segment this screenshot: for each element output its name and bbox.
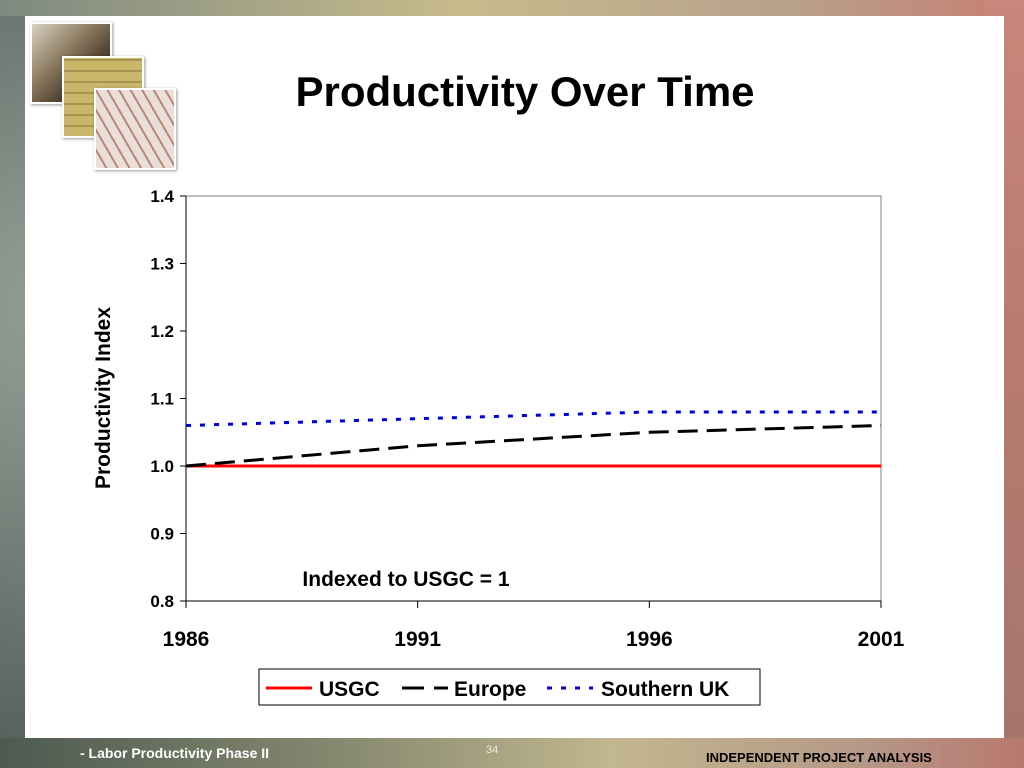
y-axis-label: Productivity Index xyxy=(92,307,115,489)
legend-box xyxy=(258,668,761,706)
legend-label: Europe xyxy=(454,678,526,701)
background-top-strip xyxy=(0,0,1024,16)
x-tick-label: 2001 xyxy=(858,628,905,651)
x-axis: 1986 1991 1996 2001 xyxy=(163,600,905,651)
y-tick-label: 1.3 xyxy=(150,255,174,274)
series-layer xyxy=(185,410,882,468)
chart-annotation: Indexed to USGC = 1 xyxy=(302,568,509,591)
page-number: 34 xyxy=(486,744,499,756)
y-tick-label: 0.9 xyxy=(150,525,174,544)
y-tick-label: 1.1 xyxy=(150,390,174,409)
legend-label: Southern UK xyxy=(601,678,729,701)
x-tick-label: 1996 xyxy=(626,628,673,651)
crane-photo xyxy=(94,88,176,170)
footer-right-text: INDEPENDENT PROJECT ANALYSIS xyxy=(706,750,932,765)
chart-legend: USGC Europe Southern UK xyxy=(258,668,761,706)
y-tick-label: 1.4 xyxy=(150,187,174,206)
y-axis: 0.8 0.9 1.0 1.1 1.2 1.3 1.4 xyxy=(150,187,187,611)
background-bottom-strip xyxy=(0,738,1024,768)
x-tick-label: 1991 xyxy=(394,628,441,651)
legend-label: USGC xyxy=(319,678,380,701)
slide-title: Productivity Over Time xyxy=(295,68,755,115)
series-line-southern-uk xyxy=(185,410,881,427)
series-line-europe xyxy=(185,424,882,468)
footer-left-text: - Labor Productivity Phase II xyxy=(80,745,270,761)
plot-area xyxy=(185,195,882,602)
y-tick-label: 0.8 xyxy=(150,592,174,611)
x-tick-label: 1986 xyxy=(163,628,210,651)
photo-collage xyxy=(30,22,180,172)
y-tick-label: 1.2 xyxy=(150,322,174,341)
y-tick-label: 1.0 xyxy=(150,457,174,476)
